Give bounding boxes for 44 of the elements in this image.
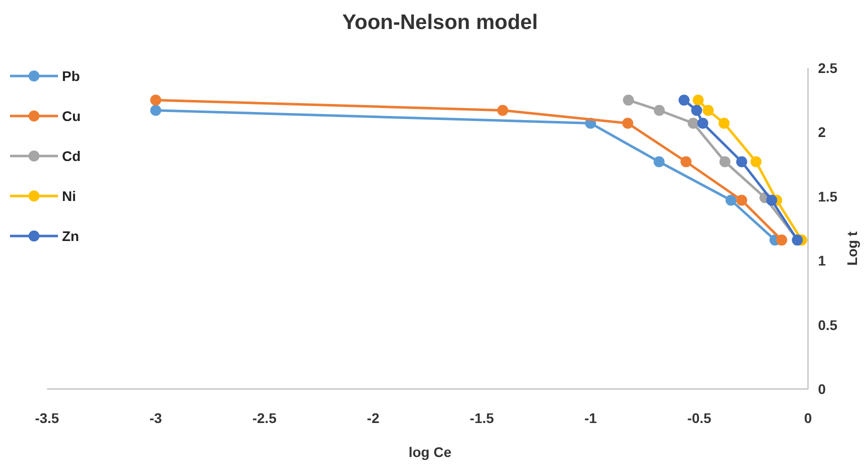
y-tick-label: 2.5	[818, 60, 838, 76]
point	[691, 104, 702, 116]
point	[654, 104, 665, 116]
x-tick-label: -1	[584, 410, 598, 426]
legend-label: Ni	[62, 188, 76, 204]
x-axis-title: log Ce	[408, 444, 452, 460]
point	[766, 194, 778, 206]
point	[150, 94, 162, 106]
x-tick-label: -2	[366, 410, 380, 426]
y-tick-label: 1.5	[818, 188, 838, 204]
x-tick-label: -3	[149, 410, 162, 426]
point	[622, 118, 634, 129]
chart-title: Yoon-Nelson model	[342, 11, 538, 34]
x-tick-label: 0	[804, 410, 812, 426]
point	[622, 94, 634, 106]
point	[497, 104, 508, 116]
legend-label: Cd	[62, 148, 81, 164]
legend-label: Zn	[62, 228, 80, 244]
y-tick-label: 0.5	[818, 316, 838, 333]
point	[736, 194, 748, 206]
point	[726, 194, 737, 206]
y-axis-title: Log t	[844, 231, 860, 266]
point	[750, 156, 762, 168]
point	[150, 104, 162, 116]
x-tick-label: -0.5	[687, 410, 712, 426]
x-tick-label: -3.5	[34, 410, 60, 426]
point	[702, 104, 714, 116]
y-tick-label: 0	[818, 381, 826, 397]
point	[697, 118, 708, 129]
x-tick-label: -2.5	[252, 410, 277, 426]
point	[736, 156, 748, 168]
point	[719, 156, 730, 168]
point	[692, 94, 704, 106]
point	[718, 118, 730, 129]
point	[680, 156, 692, 168]
point	[776, 234, 788, 246]
y-tick-label: 1	[818, 252, 826, 269]
point	[678, 94, 690, 106]
legend-label: Cu	[62, 108, 81, 124]
point	[688, 118, 699, 129]
y-tick-label: 2	[818, 124, 826, 140]
legend-label: Pb	[62, 68, 80, 84]
x-tick-label: -1.5	[470, 410, 494, 426]
point	[654, 156, 665, 168]
